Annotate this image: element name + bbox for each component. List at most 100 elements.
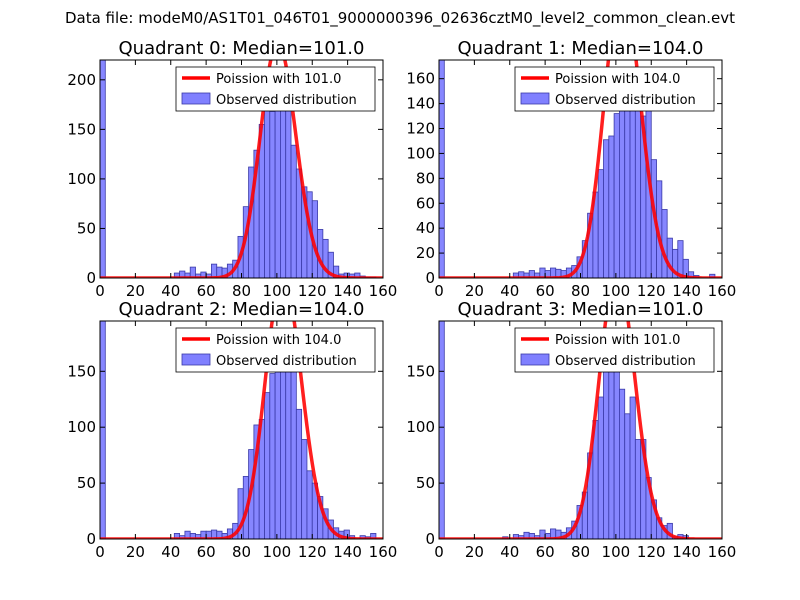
y-tick-label: 200 [67,71,96,89]
y-tick-label: 140 [406,95,435,113]
poisson-curve [439,60,722,278]
x-tick-label: 120 [637,282,666,300]
histogram-bar [439,321,445,539]
x-tick-label: 20 [126,282,145,300]
x-tick-label: 0 [95,282,105,300]
histogram-bar [306,470,313,539]
y-tick-label: 100 [67,418,96,436]
histogram-bar [280,346,287,539]
histogram-bar [285,110,292,278]
x-tick-label: 20 [126,543,145,561]
legend-bar-label: Observed distribution [216,93,357,108]
legend-bar-swatch [181,92,211,105]
histogram-bar [100,60,106,278]
y-tick-label: 100 [406,144,435,162]
histogram-bar [295,168,303,278]
x-tick-label: 140 [333,543,362,561]
y-tick-label: 0 [425,530,435,548]
poisson-curve [439,321,722,539]
x-tick-label: 0 [434,282,444,300]
plot-area [439,60,722,278]
histogram-bar [603,139,610,278]
y-tick-label: 0 [86,530,96,548]
x-tick-label: 120 [298,543,327,561]
x-tick-label: 60 [197,543,216,561]
legend-line-label: Poission with 101.0 [555,333,680,348]
y-tick-label: 100 [406,418,435,436]
x-tick-label: 40 [500,543,519,561]
histogram-bar [370,533,377,539]
x-tick-label: 100 [263,543,292,561]
legend-bar-label: Observed distribution [555,354,696,369]
y-tick-label: 0 [86,269,96,287]
quadrant-1-panel: 0 20 40 60 80 100 120 140 160 0 20 40 60 80 100 120 140 1… [406,38,737,300]
histogram-bar [666,237,673,278]
poisson-curve [100,321,383,539]
x-tick-label: 20 [465,282,484,300]
quadrant-title: Quadrant 0: Median=101.0 [119,38,365,59]
x-tick-label: 140 [672,282,701,300]
x-tick-label: 0 [95,543,105,561]
x-tick-label: 40 [161,282,180,300]
histogram-bar [333,265,340,278]
histogram-bar [613,355,620,539]
histogram-bar [608,135,615,278]
histogram-bar [629,396,636,539]
histogram-bar [597,396,604,539]
x-tick-label: 120 [637,543,666,561]
legend-line-label: Poission with 101.0 [216,72,341,87]
legend-line-label: Poission with 104.0 [216,333,341,348]
quadrant-3-panel: 0 20 40 60 80 100 120 140 160 0 50 100 150 Quadrant 3… [406,299,736,561]
histogram-bar [619,388,626,539]
y-tick-label: 60 [416,194,435,212]
x-tick-label: 100 [263,282,292,300]
legend: Poission with 101.0 Observed distribution [514,327,715,373]
legend-bar-swatch [520,92,550,105]
y-tick-label: 150 [67,362,96,380]
histogram-bar [264,86,271,278]
quadrant-title: Quadrant 3: Median=101.0 [458,299,704,320]
histogram-bar [100,321,106,539]
x-tick-label: 120 [298,282,327,300]
histogram-bar [280,85,287,278]
x-tick-label: 60 [536,543,555,561]
legend-bar-swatch [181,353,211,366]
x-tick-label: 60 [197,282,216,300]
histogram-bar [290,144,297,278]
legend: Poission with 104.0 Observed distribution [514,66,715,112]
histogram-bar [629,93,636,278]
y-tick-label: 80 [416,169,435,187]
y-tick-label: 160 [406,70,435,88]
y-tick-label: 50 [77,219,96,237]
figure-title: Data file: modeM0/AS1T01_046T01_90000003… [64,9,736,27]
histogram-bar [290,369,297,539]
legend-box [175,66,376,112]
legend: Poission with 104.0 Observed distribution [175,327,376,373]
histogram-bar [295,408,303,539]
histogram-bar [677,240,684,278]
quadrant-0-panel: 0 20 40 60 80 100 120 140 160 0 50 100 150 200 Quadran… [67,38,397,300]
x-tick-label: 80 [571,282,590,300]
histogram-bar [597,169,604,278]
legend-bar-label: Observed distribution [555,93,696,108]
x-tick-label: 20 [465,543,484,561]
x-tick-label: 140 [333,282,362,300]
x-tick-label: 160 [708,282,737,300]
histogram-bar [624,89,631,278]
histogram-bar [439,60,445,278]
y-tick-label: 150 [406,362,435,380]
histogram-bar [211,263,218,278]
histogram-bar [661,209,668,278]
x-tick-label: 100 [602,282,631,300]
y-tick-label: 100 [67,170,96,188]
legend-bar-label: Observed distribution [216,354,357,369]
y-tick-label: 120 [406,120,435,138]
histogram-bar [269,373,276,539]
x-tick-label: 0 [434,543,444,561]
x-tick-label: 40 [500,282,519,300]
histogram-bar [634,439,642,539]
x-tick-label: 40 [161,543,180,561]
histogram-bar [264,392,271,539]
y-tick-label: 20 [416,244,435,262]
